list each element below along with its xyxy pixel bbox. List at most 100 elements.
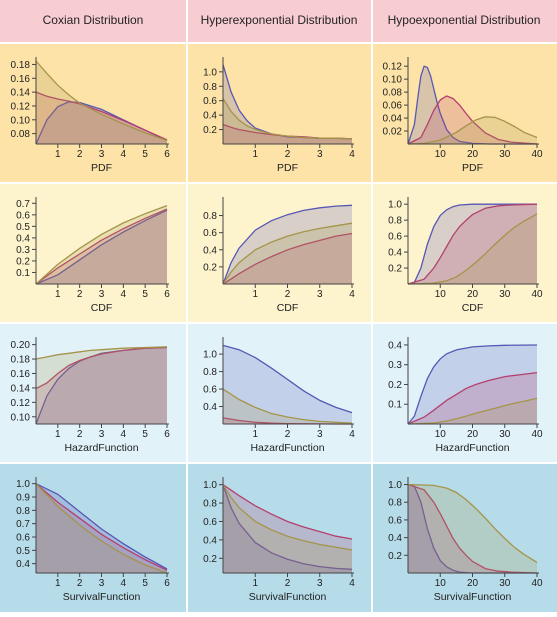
series-line bbox=[407, 397, 538, 425]
x-tick-label: 30 bbox=[499, 578, 511, 589]
header-cell bbox=[372, 0, 557, 43]
y-tick-label: 0.5 bbox=[16, 222, 30, 233]
x-tick-label: 3 bbox=[317, 429, 323, 440]
series-area bbox=[408, 116, 537, 144]
y-tick-label: 0.6 bbox=[16, 210, 30, 221]
y-tick-label: 0.2 bbox=[203, 125, 217, 136]
x-tick-label: 20 bbox=[467, 289, 479, 300]
chart-title: SurvivalFunction bbox=[434, 591, 512, 603]
series-line bbox=[407, 213, 538, 285]
series-line bbox=[407, 371, 538, 425]
x-tick-label: 10 bbox=[435, 149, 447, 160]
y-tick-label: 0.10 bbox=[11, 115, 31, 126]
chart-title: CDF bbox=[462, 302, 484, 314]
series-line bbox=[222, 484, 353, 540]
series-line bbox=[407, 483, 538, 574]
x-tick-label: 3 bbox=[317, 289, 323, 300]
series-line bbox=[222, 232, 353, 285]
series-line bbox=[222, 98, 353, 140]
chart-panel: 1 2 3 4 5 6 0.4 0.5 0.6 0.7 0.8 0.9 1.0 SurvivalFunct… bbox=[16, 477, 170, 603]
chart-panel: 1 2 3 4 5 6 0.10.20.30.40.50.60.7 CDF bbox=[16, 197, 170, 314]
y-tick-label: 0.2 bbox=[388, 264, 402, 275]
y-tick-label: 0.08 bbox=[383, 88, 403, 99]
x-tick-label: 2 bbox=[285, 429, 291, 440]
y-tick-label: 0.4 bbox=[203, 535, 217, 546]
y-tick-label: 0.6 bbox=[203, 385, 217, 396]
x-tick-label: 5 bbox=[142, 149, 148, 160]
series-area bbox=[223, 98, 352, 144]
series-area bbox=[408, 484, 537, 573]
chart-panel: 10 20 30 40 0.2 0.4 0.6 0.8 1.0 CDF bbox=[388, 197, 543, 314]
series-area bbox=[36, 483, 167, 573]
series-area bbox=[36, 61, 167, 144]
series-line bbox=[35, 204, 168, 285]
chart-panel: 1 2 3 4 5 6 0.10 0.12 0.14 0.16 0.18 0.20 HazardFunc… bbox=[11, 337, 170, 454]
y-tick-label: 0.1 bbox=[16, 268, 30, 279]
x-tick-label: 1 bbox=[252, 429, 258, 440]
chart-panel: 10 20 30 40 0.2 0.4 0.6 0.8 1.0 SurvivalFunction bbox=[388, 477, 543, 603]
y-tick-label: 0.14 bbox=[11, 383, 31, 394]
chart-panel: 10 20 30 40 0.02 0.04 0.06 0.08 0.10 0.12 PDF bbox=[383, 57, 543, 174]
y-tick-label: 0.4 bbox=[16, 233, 30, 244]
y-tick-label: 0.10 bbox=[383, 75, 403, 86]
y-tick-label: 0.8 bbox=[203, 211, 217, 222]
y-tick-label: 1.0 bbox=[203, 67, 217, 78]
series-line bbox=[35, 483, 168, 571]
row-band bbox=[0, 43, 557, 183]
x-tick-label: 10 bbox=[435, 429, 447, 440]
y-tick-label: 0.8 bbox=[203, 82, 217, 93]
series-area bbox=[408, 484, 537, 573]
x-tick-label: 2 bbox=[77, 289, 83, 300]
x-tick-label: 2 bbox=[285, 289, 291, 300]
y-tick-label: 0.3 bbox=[388, 360, 402, 371]
series-line bbox=[407, 483, 538, 563]
chart-title: PDF bbox=[277, 162, 298, 174]
y-tick-label: 0.6 bbox=[16, 533, 30, 544]
y-tick-label: 0.4 bbox=[388, 248, 402, 259]
column-header-hypoexponential: Hypoexponential Distribution bbox=[388, 13, 541, 27]
x-tick-label: 1 bbox=[55, 429, 61, 440]
series-area bbox=[408, 96, 537, 144]
y-tick-label: 1.0 bbox=[203, 350, 217, 361]
y-tick-label: 0.14 bbox=[11, 88, 31, 99]
row-band bbox=[0, 323, 557, 463]
y-tick-label: 0.10 bbox=[11, 412, 31, 423]
y-tick-label: 0.6 bbox=[203, 228, 217, 239]
x-tick-label: 40 bbox=[531, 289, 543, 300]
series-line bbox=[222, 344, 353, 414]
y-tick-label: 0.7 bbox=[16, 199, 30, 210]
series-line bbox=[222, 222, 353, 285]
series-line bbox=[222, 484, 353, 551]
x-tick-label: 40 bbox=[531, 149, 543, 160]
x-tick-label: 4 bbox=[121, 429, 127, 440]
x-tick-label: 3 bbox=[99, 578, 105, 589]
series-line bbox=[35, 483, 168, 574]
x-tick-label: 3 bbox=[99, 149, 105, 160]
x-tick-label: 6 bbox=[164, 289, 170, 300]
x-tick-label: 2 bbox=[77, 578, 83, 589]
chart-title: SurvivalFunction bbox=[249, 591, 327, 603]
row-band bbox=[0, 463, 557, 612]
y-tick-label: 0.9 bbox=[16, 493, 30, 504]
y-tick-label: 1.0 bbox=[388, 200, 402, 211]
header-cell bbox=[0, 0, 187, 43]
x-tick-label: 5 bbox=[142, 578, 148, 589]
x-tick-label: 4 bbox=[349, 429, 355, 440]
column-header-coxian: Coxian Distribution bbox=[43, 13, 144, 27]
x-tick-label: 30 bbox=[499, 429, 511, 440]
series-area bbox=[36, 346, 167, 424]
series-area bbox=[223, 484, 352, 573]
y-tick-label: 0.08 bbox=[11, 129, 31, 140]
y-tick-label: 0.2 bbox=[203, 262, 217, 273]
chart-panel: 10 20 30 40 0.1 0.2 0.3 0.4 HazardFunction bbox=[388, 337, 543, 454]
x-tick-label: 30 bbox=[499, 149, 511, 160]
y-tick-label: 0.16 bbox=[11, 369, 31, 380]
x-tick-label: 2 bbox=[77, 149, 83, 160]
series-area bbox=[36, 92, 167, 144]
y-tick-label: 0.4 bbox=[203, 402, 217, 413]
x-tick-label: 4 bbox=[121, 578, 127, 589]
y-tick-label: 0.6 bbox=[203, 517, 217, 528]
series-line bbox=[407, 203, 537, 285]
x-tick-label: 20 bbox=[467, 429, 479, 440]
y-tick-label: 0.02 bbox=[383, 127, 403, 138]
